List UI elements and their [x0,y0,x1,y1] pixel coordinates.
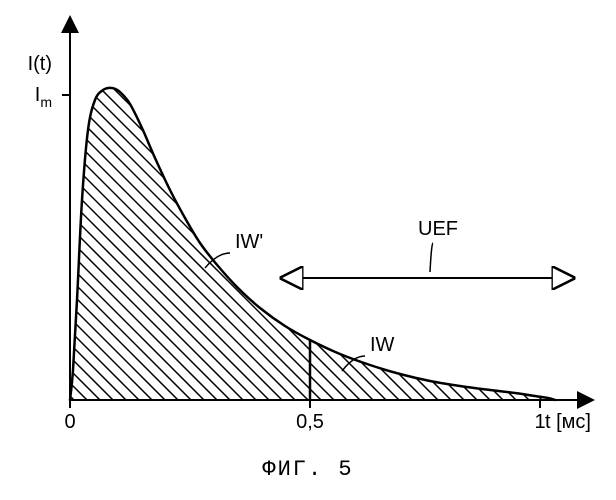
label-iw: IW [370,334,395,356]
y-axis-label: I(t) [28,53,52,75]
leader-uef [430,243,433,272]
y-axis-label-im: Im [35,84,52,110]
x-tick-label: 0,5 [296,411,324,433]
figure-caption: ФИГ. 5 [262,457,353,482]
x-ticks: 00,51 [64,400,545,433]
label-uef: UEF [418,218,458,240]
label-iw-prime: IW' [235,231,263,253]
x-tick-label: 0 [64,411,75,433]
x-tick-label: 1 [534,411,545,433]
x-axis-label: t [мс] [545,411,591,433]
